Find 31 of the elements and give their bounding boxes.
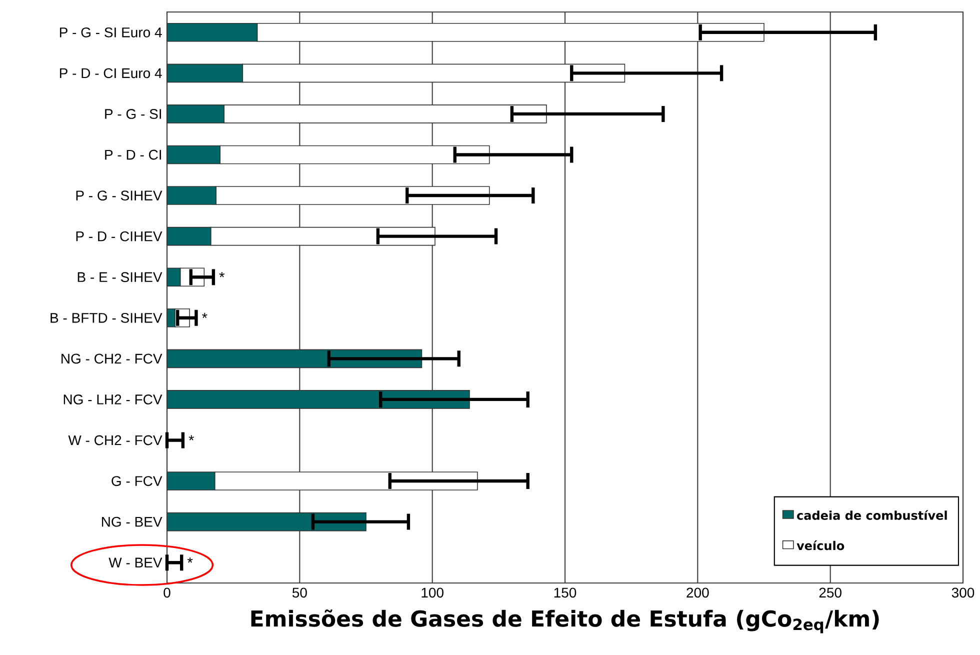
x-tick-label: 0 <box>164 588 170 598</box>
bar <box>166 512 366 532</box>
y-tick-label: NG - BEV <box>102 516 162 527</box>
y-tick-label: P - D - CIHEV <box>76 231 162 242</box>
bar <box>166 390 470 409</box>
annotation: * <box>187 558 193 563</box>
x-tick-label: 50 <box>292 588 307 598</box>
x-tick-label: 250 <box>819 588 842 598</box>
y-tick-label: P - G - SIHEV <box>76 190 162 200</box>
y-tick-label: W - CH2 - FCV <box>68 435 162 446</box>
bar <box>166 349 422 368</box>
x-tick-label: 300 <box>952 588 974 598</box>
legend-label: veículo <box>796 540 844 550</box>
y-tick-label: B - BFTD - SIHEV <box>50 312 162 323</box>
y-tick-label: NG - LH2 - FCV <box>64 394 162 404</box>
legend-label: cadeia de combustível <box>797 510 947 520</box>
y-tick-label: NG - CH2 - FCV <box>62 354 162 364</box>
y-tick-label: W - BEV <box>108 558 162 568</box>
x-axis-title: Emissões de Gases de Efeito de Estufa (gCo$_{2eq}$/km) <box>251 609 879 634</box>
x-tick-label: 200 <box>686 588 709 598</box>
y-tick-label: G - FCV <box>112 476 162 486</box>
annotation: * <box>188 435 194 440</box>
y-tick-label: P - D - CI Euro 4 <box>60 68 162 78</box>
x-tick-label: 100 <box>422 588 444 598</box>
annotation: * <box>219 272 225 278</box>
y-tick-label: P - G - SI Euro 4 <box>60 27 162 38</box>
y-tick-label: B - E - SIHEV <box>78 272 162 282</box>
x-tick-label: 150 <box>554 588 576 598</box>
annotation: * <box>202 312 208 318</box>
y-tick-label: P - G - SI <box>105 109 161 119</box>
y-tick-label: P - D - CI <box>105 150 161 160</box>
